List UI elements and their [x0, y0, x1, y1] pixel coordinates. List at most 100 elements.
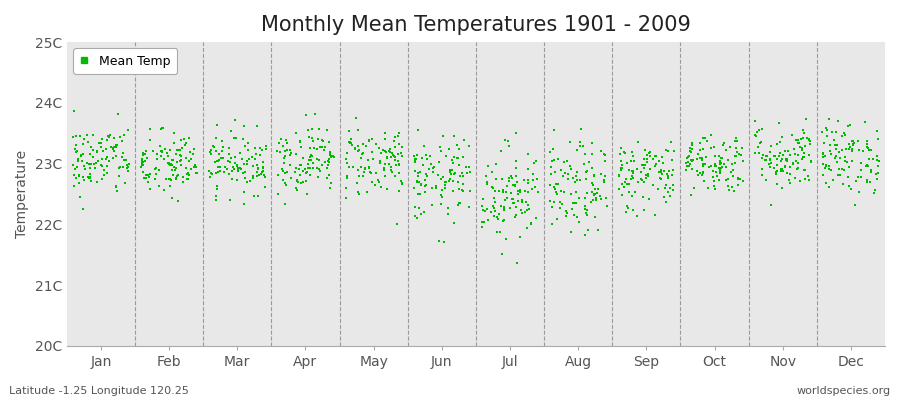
- Point: [394, 144, 409, 150]
- Point: [498, 137, 512, 144]
- Point: [713, 170, 727, 176]
- Point: [150, 151, 165, 157]
- Point: [722, 187, 736, 193]
- Point: [289, 164, 303, 171]
- Point: [504, 173, 518, 179]
- Point: [304, 126, 319, 132]
- Point: [775, 166, 789, 172]
- Point: [597, 177, 611, 183]
- Point: [593, 148, 608, 154]
- Point: [210, 186, 224, 192]
- Point: [225, 175, 239, 182]
- Point: [488, 188, 502, 194]
- Point: [580, 168, 595, 174]
- Point: [342, 128, 356, 134]
- Point: [223, 196, 238, 203]
- Point: [233, 149, 248, 156]
- Point: [614, 165, 628, 171]
- Point: [455, 188, 470, 194]
- Point: [204, 171, 219, 177]
- Point: [583, 199, 598, 205]
- Point: [417, 143, 431, 149]
- Point: [462, 204, 476, 210]
- Point: [728, 153, 742, 159]
- Point: [136, 150, 150, 156]
- Point: [302, 157, 317, 164]
- Point: [584, 180, 598, 186]
- Point: [788, 175, 803, 182]
- Point: [258, 174, 273, 180]
- Point: [517, 176, 531, 183]
- Point: [136, 168, 150, 175]
- Point: [719, 147, 733, 153]
- Point: [780, 158, 795, 164]
- Point: [798, 176, 813, 182]
- Point: [135, 152, 149, 158]
- Point: [615, 166, 629, 173]
- Point: [526, 177, 540, 183]
- Point: [487, 205, 501, 211]
- Point: [424, 161, 438, 168]
- Point: [641, 171, 655, 177]
- Point: [660, 171, 674, 177]
- Point: [68, 175, 83, 181]
- Point: [450, 155, 464, 162]
- Point: [588, 214, 602, 220]
- Point: [168, 166, 183, 173]
- Point: [521, 177, 535, 184]
- Point: [350, 189, 365, 196]
- Point: [652, 158, 667, 164]
- Point: [164, 177, 178, 183]
- Point: [382, 148, 396, 154]
- Point: [626, 158, 641, 164]
- Point: [165, 162, 179, 168]
- Point: [770, 156, 785, 162]
- Point: [698, 135, 712, 141]
- Point: [257, 184, 272, 190]
- Point: [487, 213, 501, 220]
- Point: [474, 203, 489, 209]
- Point: [148, 171, 163, 178]
- Point: [508, 183, 522, 189]
- Point: [143, 186, 157, 192]
- Point: [229, 160, 243, 166]
- Point: [615, 165, 629, 171]
- Point: [708, 162, 723, 169]
- Point: [436, 133, 450, 140]
- Point: [491, 216, 505, 222]
- Point: [871, 170, 886, 176]
- Point: [866, 156, 880, 162]
- Point: [311, 136, 326, 142]
- Point: [721, 157, 735, 163]
- Point: [640, 151, 654, 158]
- Point: [796, 154, 810, 161]
- Point: [588, 172, 602, 179]
- Point: [434, 176, 448, 182]
- Point: [557, 159, 572, 165]
- Point: [142, 171, 157, 177]
- Point: [339, 173, 354, 180]
- Point: [99, 146, 113, 152]
- Point: [578, 231, 592, 238]
- Point: [590, 190, 604, 196]
- Point: [626, 152, 640, 159]
- Point: [551, 181, 565, 187]
- Point: [318, 159, 332, 165]
- Point: [640, 155, 654, 162]
- Point: [685, 158, 699, 164]
- Point: [845, 138, 859, 145]
- Point: [835, 166, 850, 173]
- Point: [179, 165, 194, 172]
- Point: [791, 164, 806, 171]
- Point: [409, 156, 423, 163]
- Point: [774, 158, 788, 164]
- Point: [484, 169, 499, 176]
- Point: [638, 172, 652, 179]
- Point: [183, 149, 197, 155]
- Point: [569, 173, 583, 179]
- Point: [615, 181, 629, 187]
- Point: [504, 190, 518, 196]
- Point: [292, 138, 307, 144]
- Point: [459, 164, 473, 170]
- Point: [185, 151, 200, 158]
